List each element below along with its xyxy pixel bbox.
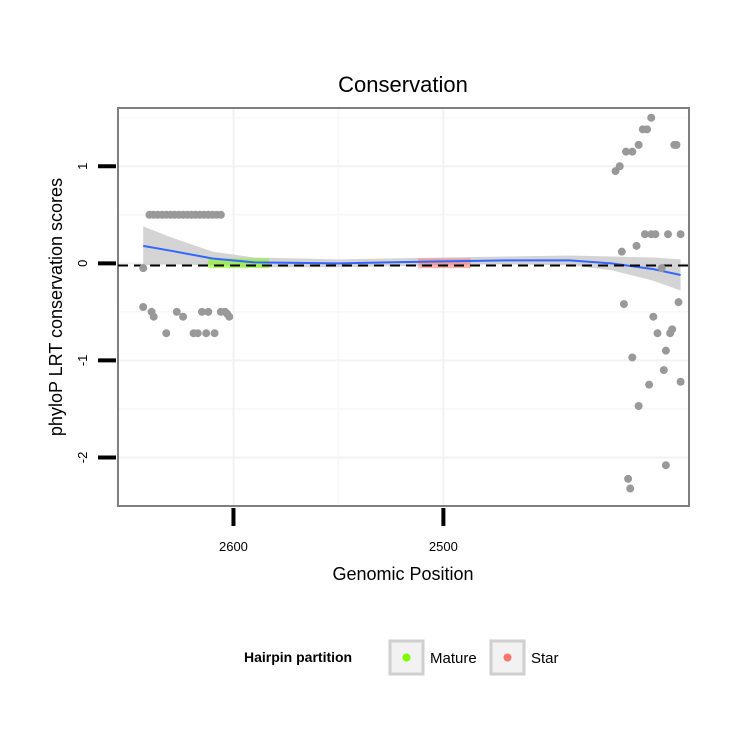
- data-point: [619, 300, 628, 309]
- data-point: [617, 247, 626, 256]
- data-point: [672, 140, 681, 149]
- legend-label-mature: Mature: [430, 650, 477, 667]
- star-band: [418, 258, 471, 269]
- legend-item-mature: Mature: [388, 639, 477, 676]
- data-point: [626, 484, 635, 493]
- y-tick-label: 1: [75, 163, 90, 170]
- data-point: [632, 241, 641, 250]
- smooth-fit: [143, 244, 681, 276]
- data-point: [661, 461, 670, 470]
- data-point: [661, 346, 670, 355]
- data-point: [193, 329, 202, 338]
- data-point: [615, 162, 624, 171]
- data-point: [149, 312, 158, 321]
- plot-panel: [117, 107, 690, 507]
- data-point: [624, 474, 633, 483]
- data-point: [197, 307, 206, 316]
- data-point: [204, 307, 213, 316]
- data-point: [640, 230, 649, 239]
- legend-dot-star: [503, 653, 512, 662]
- panel-border: [117, 107, 690, 507]
- data-point: [210, 329, 219, 338]
- data-point: [676, 377, 685, 386]
- data-point: [628, 353, 637, 362]
- y-tick-label: -2: [75, 452, 90, 464]
- data-point: [216, 210, 225, 219]
- data-point: [628, 147, 637, 156]
- data-point: [634, 140, 643, 149]
- data-point: [643, 125, 652, 134]
- data-point: [634, 402, 643, 411]
- x-axis-ticks: 2600 2500: [219, 508, 458, 554]
- data-point: [179, 312, 188, 321]
- partition-bands: [208, 258, 471, 269]
- data-point: [676, 230, 685, 239]
- data-point: [172, 307, 181, 316]
- data-point: [162, 329, 171, 338]
- y-axis-ticks: 1 0 -1 -2: [75, 163, 116, 464]
- mature-band: [208, 258, 270, 269]
- data-point: [649, 312, 658, 321]
- x-axis-label: Genomic Position: [332, 564, 473, 584]
- x-tick-label: 2500: [429, 539, 458, 554]
- data-point: [657, 264, 666, 273]
- data-point: [622, 147, 631, 156]
- data-point: [647, 113, 656, 122]
- legend-label-star: Star: [531, 650, 559, 667]
- chart-title: Conservation: [338, 72, 468, 97]
- data-point: [653, 329, 662, 338]
- x-tick-label: 2600: [219, 539, 248, 554]
- data-points: [139, 113, 685, 493]
- legend-dot-mature: [402, 653, 411, 662]
- data-point: [645, 380, 654, 389]
- data-point: [659, 366, 668, 375]
- data-point: [139, 303, 148, 311]
- data-point: [202, 329, 211, 338]
- legend-key-star: [489, 639, 526, 676]
- y-tick-label: -1: [75, 355, 90, 367]
- data-point: [668, 325, 677, 334]
- y-axis-label: phyloP LRT conservation scores: [46, 178, 66, 436]
- data-point: [674, 298, 683, 307]
- confidence-ribbon: [143, 226, 681, 291]
- data-point: [651, 230, 660, 239]
- legend-title: Hairpin partition: [244, 649, 352, 665]
- ribbon-area: [143, 226, 681, 291]
- y-tick-label: 0: [75, 260, 90, 267]
- legend: Hairpin partition Mature Star: [244, 639, 559, 676]
- smooth-line: [143, 244, 681, 276]
- legend-item-star: Star: [489, 639, 559, 676]
- data-point: [139, 264, 148, 273]
- data-point: [225, 312, 234, 321]
- data-point: [664, 230, 673, 239]
